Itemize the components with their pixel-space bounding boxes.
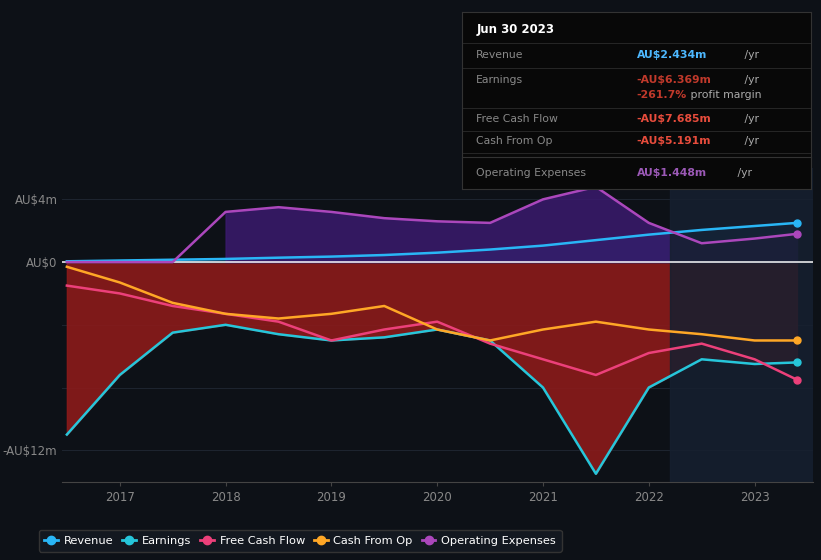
Legend: Revenue, Earnings, Free Cash Flow, Cash From Op, Operating Expenses: Revenue, Earnings, Free Cash Flow, Cash … [39,530,562,552]
Text: Revenue: Revenue [476,50,524,60]
Text: -261.7%: -261.7% [637,90,687,100]
Text: -AU$6.369m: -AU$6.369m [637,75,712,85]
Bar [670,168,821,482]
Text: profit margin: profit margin [687,90,762,100]
Text: -AU$5.191m: -AU$5.191m [637,136,711,146]
Text: /yr: /yr [741,50,759,60]
Text: -AU$7.685m: -AU$7.685m [637,114,712,124]
Text: AU$1.448m: AU$1.448m [637,168,707,178]
Text: /yr: /yr [741,136,759,146]
Text: Operating Expenses: Operating Expenses [476,168,586,178]
Text: Cash From Op: Cash From Op [476,136,553,146]
Text: Free Cash Flow: Free Cash Flow [476,114,558,124]
Text: /yr: /yr [741,75,759,85]
Text: Earnings: Earnings [476,75,523,85]
Text: AU$2.434m: AU$2.434m [637,50,707,60]
Text: Jun 30 2023: Jun 30 2023 [476,23,554,36]
Text: /yr: /yr [735,168,752,178]
Text: /yr: /yr [741,114,759,124]
